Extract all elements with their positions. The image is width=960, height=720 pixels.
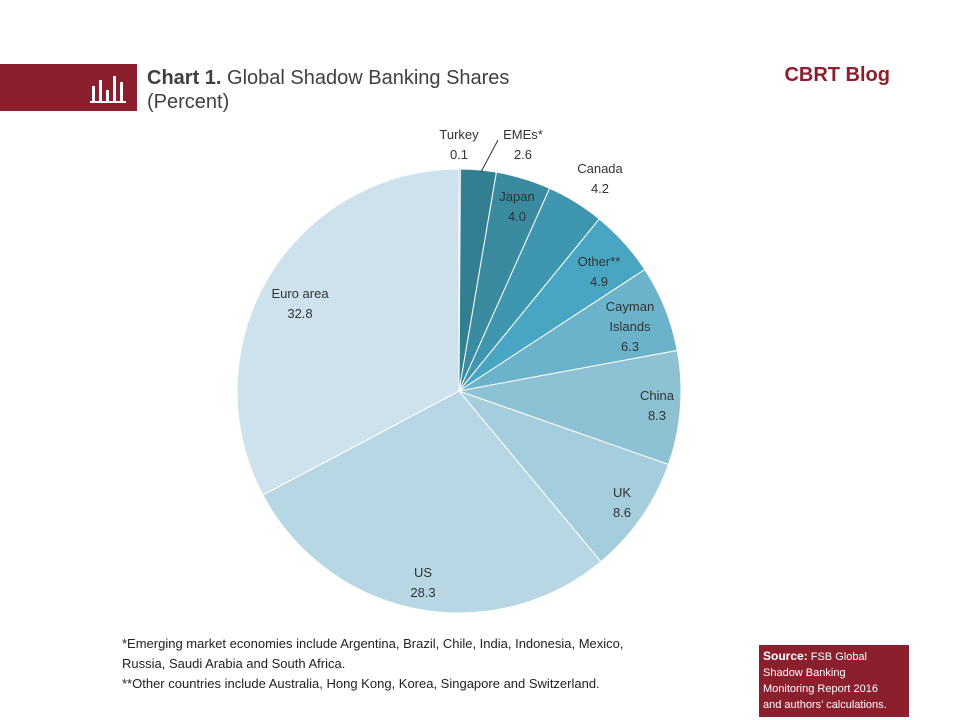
slice-label-emes: EMEs* 2.6	[503, 127, 543, 162]
slice-name-emes: EMEs*	[503, 127, 543, 142]
chart-subtitle: (Percent)	[147, 91, 230, 113]
footnotes: *Emerging market economies include Argen…	[122, 634, 623, 694]
pie-slice-china	[457, 349, 682, 466]
slice-label-us: US 28.3	[410, 565, 435, 600]
source-box: Source: FSB Global Shadow Banking Monito…	[759, 645, 909, 717]
slice-value-cayman-islands: 6.3	[621, 339, 639, 354]
slice-value-other: 4.9	[590, 274, 608, 289]
slice-name-cayman-islands: Cayman	[606, 299, 654, 314]
slice-label-japan: Japan 4.0	[499, 189, 534, 224]
slice-value-us: 28.3	[410, 585, 435, 600]
slice-name-japan: Japan	[499, 189, 534, 204]
chart-number: Chart 1.	[147, 67, 222, 89]
bar-chart-icon	[90, 76, 126, 103]
pie-labels: Turkey 0.1 EMEs* 2.6 Japan 4.0 Canada 4.2 Other*…	[271, 127, 674, 600]
slice-name-canada: Canada	[577, 161, 623, 176]
leader-line	[480, 139, 499, 173]
slice-value-emes: 2.6	[514, 147, 532, 162]
slice-value-uk: 8.6	[613, 505, 631, 520]
slice-label-other: Other** 4.9	[578, 254, 621, 289]
slice-label-china: China 8.3	[640, 388, 675, 423]
pie-slice-us	[262, 390, 602, 614]
footnote-emes: *Emerging market economies include Argen…	[122, 636, 624, 651]
source-line-4: and authors’ calculations.	[763, 699, 887, 711]
slice-name-cayman-islands: Islands	[609, 319, 651, 334]
slice-value-turkey: 0.1	[450, 147, 468, 162]
slice-label-euro-area: Euro area 32.8	[271, 286, 329, 321]
source-line-2: Shadow Banking	[763, 667, 846, 679]
source-line-1: FSB Global	[810, 651, 867, 663]
brand-label: CBRT Blog	[784, 64, 890, 86]
pie-slice-uk	[457, 389, 670, 563]
slice-value-canada: 4.2	[591, 181, 609, 196]
footnote-other: **Other countries include Australia, Hon…	[122, 676, 600, 691]
slice-value-china: 8.3	[648, 408, 666, 423]
pie-slice-euro-area	[236, 168, 460, 496]
slice-label-cayman-islands: Cayman Islands 6.3	[606, 299, 654, 354]
slice-name-other: Other**	[578, 254, 621, 269]
slice-label-uk: UK 8.6	[613, 485, 631, 520]
slice-name-euro-area: Euro area	[271, 286, 329, 301]
pie-slices	[236, 168, 682, 614]
source-line-3: Monitoring Report 2016	[763, 683, 878, 695]
slice-label-turkey: Turkey 0.1	[439, 127, 479, 162]
source-label: Source:	[763, 649, 808, 663]
chart-title: Chart 1. Global Shadow Banking Shares (P…	[147, 66, 509, 114]
slice-label-canada: Canada 4.2	[577, 161, 623, 196]
slice-name-us: US	[414, 565, 432, 580]
footnote-emes-cont: Russia, Saudi Arabia and South Africa.	[122, 656, 346, 671]
slice-name-uk: UK	[613, 485, 631, 500]
slice-name-china: China	[640, 388, 675, 403]
slice-value-euro-area: 32.8	[287, 306, 312, 321]
slice-value-japan: 4.0	[508, 209, 526, 224]
chart-title-text: Global Shadow Banking Shares	[227, 67, 510, 89]
title-accent-bar	[0, 64, 137, 111]
slice-name-turkey: Turkey	[439, 127, 479, 142]
